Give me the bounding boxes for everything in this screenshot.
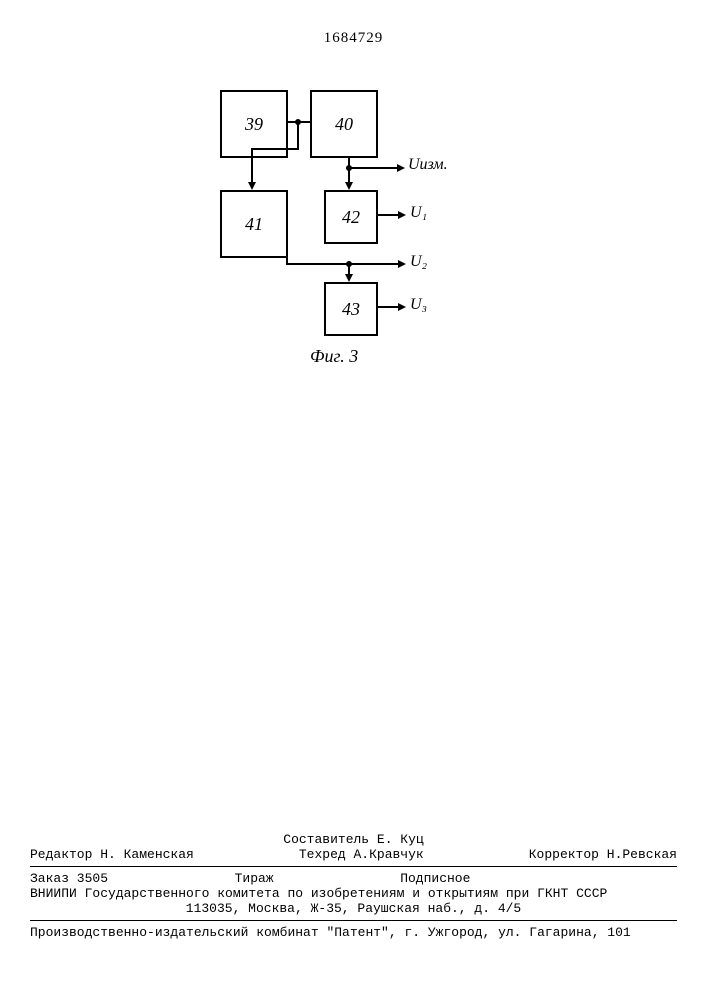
divider [30,920,677,921]
divider [30,866,677,867]
edge-mid-left [251,148,299,150]
block-label: 39 [245,114,263,135]
page-number: 1684729 [0,30,707,47]
imprint-footer: Составитель Е. Куц Редактор Н. Каменская… [30,832,677,940]
output-label-u3: U₃ [410,296,427,314]
output-label-uizm: Uизм. [408,156,448,174]
zakaz: Заказ 3505 [30,871,108,886]
edge-41-right [286,263,350,265]
block-43: 43 [324,282,378,336]
sostavitel: Составитель Е. Куц [30,832,677,847]
org-line1: ВНИИПИ Государственного комитета по изоб… [30,886,677,901]
arrowhead-icon [397,164,405,172]
edge-u3 [376,306,398,308]
block-label: 42 [342,207,360,228]
block-label: 41 [245,214,263,235]
org-line2: 113035, Москва, Ж-35, Раушская наб., д. … [30,901,677,916]
block-label: 40 [335,114,353,135]
arrowhead-icon [248,182,256,190]
podpisnoe: Подписное [400,871,470,886]
arrowhead-icon [345,274,353,282]
output-label-u2: U₂ [410,253,427,271]
edge-mid-down1 [297,122,299,148]
edge-41-down [286,253,288,263]
arrowhead-icon [345,182,353,190]
edge-u2 [349,263,398,265]
korrektor: Корректор Н.Ревская [529,847,677,862]
block-41: 41 [220,190,288,258]
block-42: 42 [324,190,378,244]
edge-mid-down2 [251,148,253,184]
redaktor: Редактор Н. Каменская [30,847,194,862]
arrowhead-icon [398,211,406,219]
output-label-u1: U₁ [410,204,427,222]
arrowhead-icon [398,260,406,268]
tehred: Техред А.Кравчук [299,847,424,862]
edge-uizm [349,167,397,169]
block-40: 40 [310,90,378,158]
edge-u1 [376,214,398,216]
figure-caption: Фиг. 3 [310,346,358,367]
block-label: 43 [342,299,360,320]
arrowhead-icon [398,303,406,311]
print-line: Производственно-издательский комбинат "П… [30,925,677,940]
block-diagram: 39 40 41 42 43 Uизм. U₁ U₂ U₃ Фиг. 3 [220,90,520,440]
tirazh: Тираж [235,871,274,886]
